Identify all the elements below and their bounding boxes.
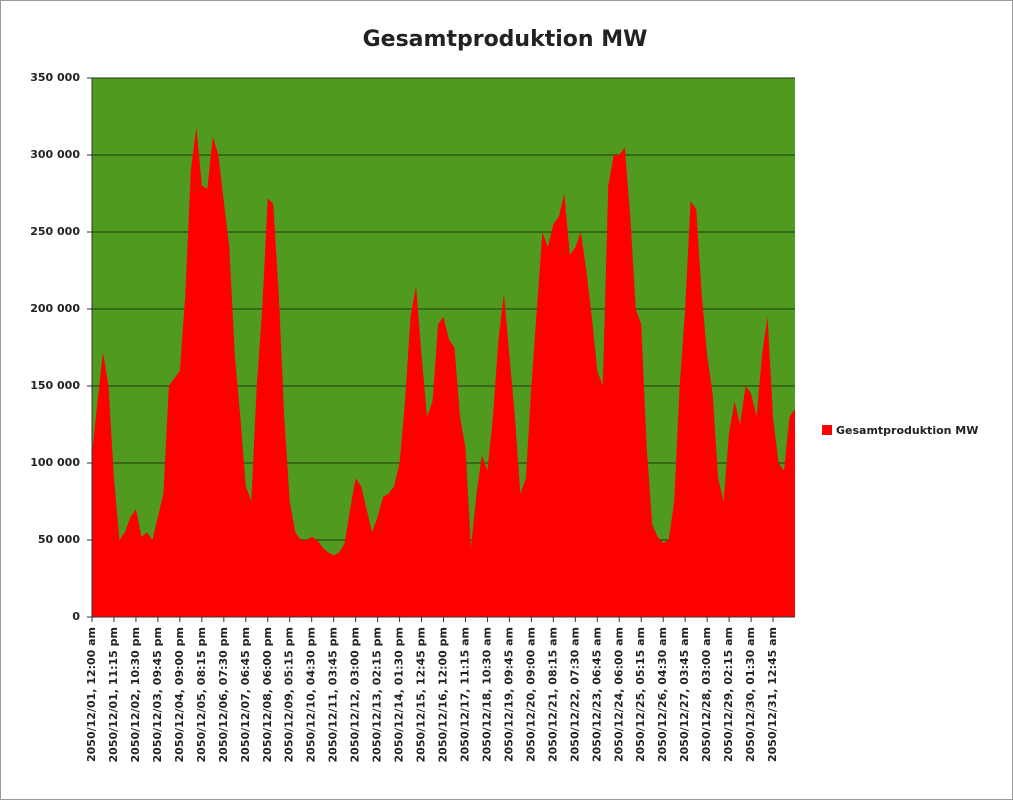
legend-swatch xyxy=(822,425,832,435)
x-tick-label: 2050/12/13, 02:15 pm xyxy=(371,627,384,762)
x-tick-label: 2050/12/04, 09:00 pm xyxy=(173,627,186,762)
legend-label: Gesamtproduktion MW xyxy=(836,424,978,437)
x-tick-label: 2050/12/02, 10:30 pm xyxy=(129,627,142,762)
y-tick-label: 200 000 xyxy=(30,302,80,315)
x-tick-label: 2050/12/23, 06:45 am xyxy=(590,627,603,762)
y-tick-label: 250 000 xyxy=(30,225,80,238)
x-tick-label: 2050/12/20, 09:00 am xyxy=(524,627,537,762)
x-tick-label: 2050/12/25, 05:15 am xyxy=(634,627,647,762)
x-tick-label: 2050/12/14, 01:30 pm xyxy=(393,627,406,762)
y-tick-label: 350 000 xyxy=(30,71,80,84)
x-tick-label: 2050/12/09, 05:15 pm xyxy=(283,627,296,762)
x-tick-label: 2050/12/07, 06:45 pm xyxy=(239,627,252,762)
x-tick-label: 2050/12/01, 11:15 pm xyxy=(107,627,120,762)
x-tick-label: 2050/12/29, 02:15 am xyxy=(722,627,735,762)
x-tick-label: 2050/12/28, 03:00 am xyxy=(700,627,713,762)
y-tick-label: 0 xyxy=(72,610,80,623)
x-tick-label: 2050/12/03, 09:45 pm xyxy=(151,627,164,762)
x-tick-label: 2050/12/12, 03:00 pm xyxy=(349,627,362,762)
y-tick-label: 150 000 xyxy=(30,379,80,392)
x-tick-label: 2050/12/01, 12:00 am xyxy=(85,627,98,762)
x-tick-label: 2050/12/31, 12:45 am xyxy=(766,627,779,762)
x-tick-label: 2050/12/17, 11:15 am xyxy=(458,627,471,762)
area xyxy=(92,127,795,617)
y-tick-label: 300 000 xyxy=(30,148,80,161)
chart-title: Gesamtproduktion MW xyxy=(363,27,648,52)
x-tick-label: 2050/12/26, 04:30 am xyxy=(656,627,669,762)
x-tick-label: 2050/12/21, 08:15 am xyxy=(546,627,559,762)
x-tick-label: 2050/12/30, 01:30 am xyxy=(744,627,757,762)
x-tick-label: 2050/12/08, 06:00 pm xyxy=(261,627,274,762)
x-tick-label: 2050/12/22, 07:30 am xyxy=(568,627,581,762)
x-tick-label: 2050/12/19, 09:45 am xyxy=(502,627,515,762)
x-tick-label: 2050/12/24, 06:00 am xyxy=(612,627,625,762)
x-tick-label: 2050/12/11, 03:45 pm xyxy=(327,627,340,762)
y-tick-label: 50 000 xyxy=(38,533,80,546)
x-tick-label: 2050/12/16, 12:00 pm xyxy=(437,627,450,762)
y-tick-label: 100 000 xyxy=(30,456,80,469)
x-tick-label: 2050/12/15, 12:45 pm xyxy=(415,627,428,762)
x-tick-label: 2050/12/27, 03:45 am xyxy=(678,627,691,762)
x-tick-label: 2050/12/10, 04:30 pm xyxy=(305,627,318,762)
x-tick-label: 2050/12/06, 07:30 pm xyxy=(217,627,230,762)
x-tick-label: 2050/12/18, 10:30 am xyxy=(480,627,493,762)
x-tick-label: 2050/12/05, 08:15 pm xyxy=(195,627,208,762)
